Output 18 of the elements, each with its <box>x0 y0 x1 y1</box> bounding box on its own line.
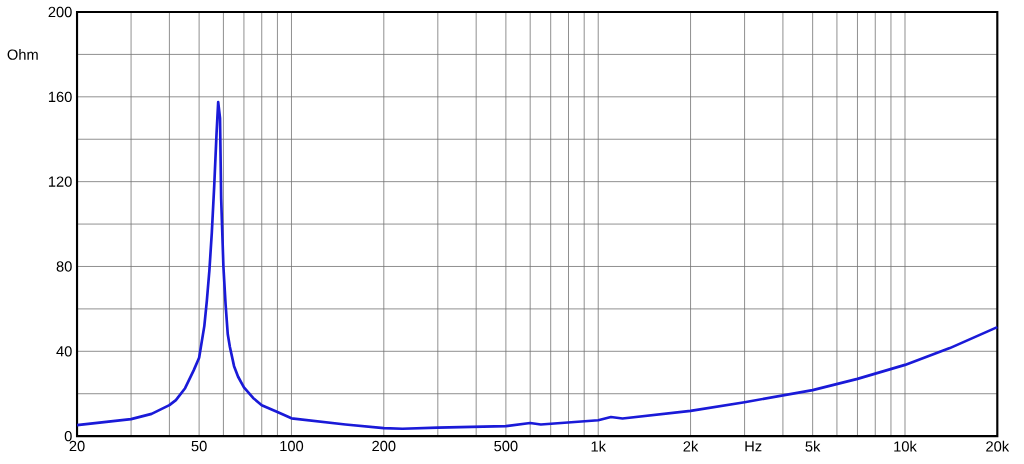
x-tick-label: 2k <box>683 440 699 452</box>
y-tick-label: 0 <box>64 430 72 442</box>
x-tick-label: 10k <box>894 440 917 452</box>
y-tick-label: 120 <box>48 176 72 187</box>
x-tick-label: 20 <box>69 440 85 452</box>
x-tick-label: 500 <box>494 440 518 452</box>
x-tick-label: 100 <box>280 440 304 452</box>
y-tick-label: 160 <box>48 91 72 102</box>
y-tick-label: 80 <box>56 261 72 272</box>
x-tick-label: 20k <box>986 440 1010 452</box>
x-tick-label: 50 <box>191 440 207 452</box>
x-tick-label: 5k <box>805 440 821 452</box>
x-tick-label: 200 <box>372 440 396 452</box>
y-tick-label: 40 <box>56 346 72 357</box>
y-tick-label: 200 <box>48 6 72 18</box>
x-tick-label: 1k <box>591 440 606 452</box>
x-axis-title: Hz <box>745 441 762 452</box>
y-axis-title: Ohm <box>7 48 38 60</box>
